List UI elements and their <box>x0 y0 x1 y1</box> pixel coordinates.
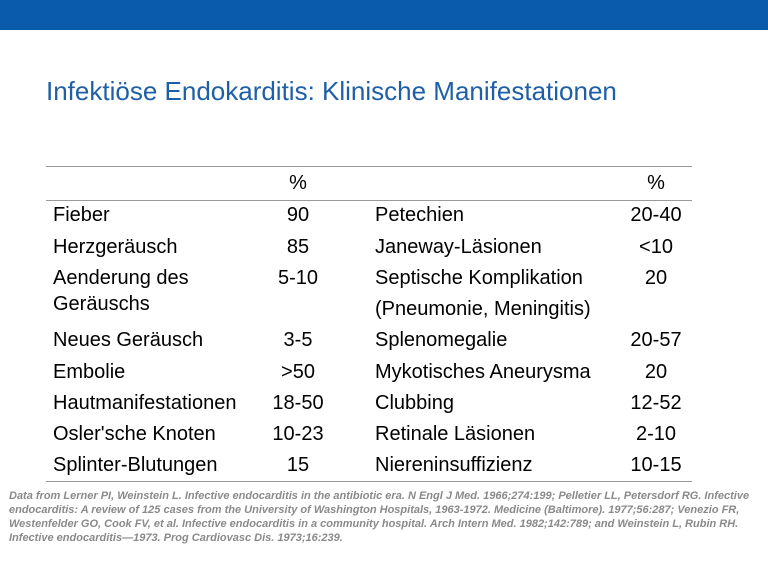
table-cell-right-pct: 20 <box>644 361 668 383</box>
table-cell-left-label: Splinter-Blutungen <box>53 454 218 476</box>
table-cell-right-label: Mykotisches Aneurysma <box>375 361 591 383</box>
table-cell-right-label: Petechien <box>375 204 464 226</box>
table-cell-left-pct: 5-10 <box>277 267 319 289</box>
table-cell-right-label: Splenomegalie <box>375 329 508 351</box>
slide-title: Infektiöse Endokarditis: Klinische Manif… <box>46 76 617 106</box>
table-cell-right-pct: 20 <box>644 267 668 289</box>
table-cell-right-pct: 2-10 <box>635 423 677 445</box>
source-footnote: Data from Lerner PI, Weinstein L. Infect… <box>9 490 750 544</box>
top-banner <box>0 0 768 30</box>
table-cell-left-pct: 3-5 <box>283 329 313 351</box>
table-cell-right-label: Septische Komplikation <box>375 267 583 289</box>
table-cell-left-pct: 90 <box>286 204 310 226</box>
table-cell-left-pct: 85 <box>286 236 310 258</box>
table-cell-left-pct: 18-50 <box>272 392 324 414</box>
table-cell-left-pct: 15 <box>286 454 310 476</box>
table-cell-right-pct: 12-52 <box>630 392 682 414</box>
table-cell-right-pct: 20-40 <box>630 204 682 226</box>
table-top-rule <box>46 166 692 167</box>
table-cell-left-pct: 10-23 <box>272 423 324 445</box>
table-cell-left-pct: >50 <box>281 361 315 383</box>
table-cell-left-label: Osler'sche Knoten <box>53 423 216 445</box>
header-percent-left: % <box>289 172 307 194</box>
table-bottom-rule <box>46 481 692 482</box>
table-cell-right-label: Clubbing <box>375 392 454 414</box>
table-cell-right-label: Retinale Läsionen <box>375 423 536 445</box>
table-cell-right-pct: 10-15 <box>630 454 682 476</box>
table-cell-right-pct: 20-57 <box>630 329 682 351</box>
table-cell-left-label: Fieber <box>53 204 110 226</box>
header-percent-right: % <box>647 172 665 194</box>
table-cell-left-label: Neues Geräusch <box>53 329 204 351</box>
table-cell-left-label: Aenderung des <box>53 267 189 289</box>
table-cell-right-pct: <10 <box>639 236 673 258</box>
table-cell-left-label: Herzgeräusch <box>53 236 178 258</box>
table-header-rule <box>46 200 692 201</box>
table-cell-left-label: Hautmanifestationen <box>53 392 237 414</box>
table-cell-right-label: Janeway-Läsionen <box>375 236 542 258</box>
table-cell-left-label: Embolie <box>53 361 126 383</box>
table-cell-right-label-continued: (Pneumonie, Meningitis) <box>375 298 591 320</box>
table-cell-right-label: Niereninsuffizienz <box>375 454 533 476</box>
table-cell-left-label-continued: Geräuschs <box>53 293 150 315</box>
